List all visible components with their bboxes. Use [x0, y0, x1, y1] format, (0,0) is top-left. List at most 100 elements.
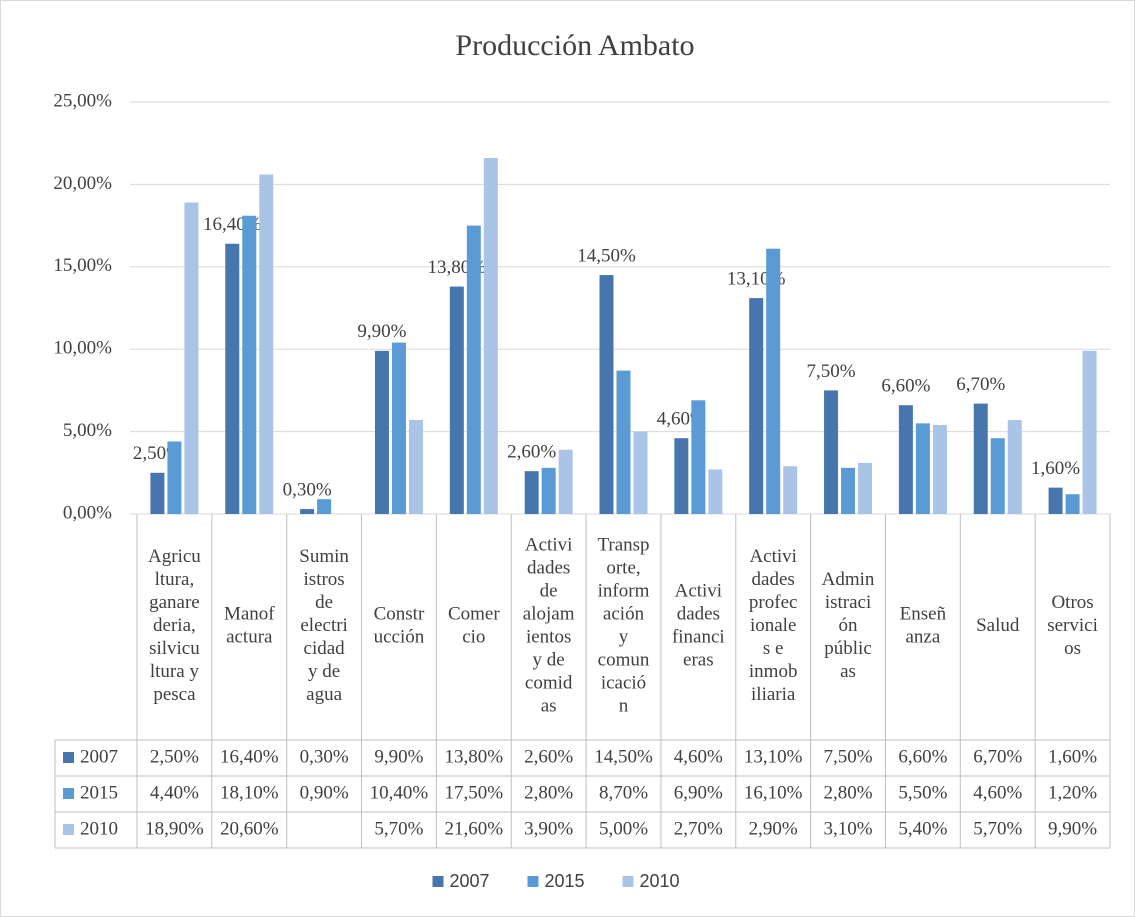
bar — [300, 509, 315, 514]
bar — [708, 469, 723, 514]
table-cell: 0,90% — [300, 782, 349, 803]
table-cell: 20,60% — [220, 818, 279, 839]
table-legend-key — [63, 824, 74, 835]
bar — [408, 420, 423, 514]
x-tick-label: Constr ucción — [374, 604, 425, 648]
legend-key — [432, 876, 444, 887]
table-cell: 13,80% — [445, 746, 504, 767]
x-tick-label: Otros servici os — [1047, 592, 1098, 659]
table-cell: 9,90% — [1048, 818, 1097, 839]
x-tick-label: Activi dades financi eras — [672, 581, 725, 671]
bar — [674, 438, 689, 514]
y-tick-label: 15,00% — [53, 255, 112, 276]
bar — [633, 431, 648, 514]
table-cell: 17,50% — [445, 782, 504, 803]
table-cell: 6,60% — [898, 746, 947, 767]
bar — [259, 174, 274, 514]
bar — [242, 215, 257, 514]
bar — [766, 248, 781, 514]
bar — [150, 472, 165, 514]
table-cell: 1,60% — [1048, 746, 1097, 767]
data-label: 0,30% — [283, 479, 332, 500]
table-cell: 4,40% — [150, 782, 199, 803]
bar — [225, 243, 240, 514]
table-cell: 5,50% — [898, 782, 947, 803]
bar — [184, 202, 199, 514]
table-cell: 4,60% — [674, 746, 723, 767]
bar — [1007, 420, 1022, 514]
bar — [1048, 487, 1063, 514]
bar — [858, 462, 873, 514]
bar — [990, 438, 1005, 514]
table-cell: 2,60% — [524, 746, 573, 767]
bar — [599, 275, 614, 514]
data-label: 14,50% — [577, 245, 636, 266]
x-tick-label: Activi dades de alojam ientos y de comid as — [523, 535, 575, 717]
y-tick-label: 0,00% — [63, 502, 112, 523]
table-series-name: 2010 — [80, 818, 118, 839]
table-cell: 5,00% — [599, 818, 648, 839]
x-tick-label: Salud — [976, 615, 1020, 636]
bar — [449, 286, 464, 514]
bar — [973, 403, 988, 514]
data-label: 1,60% — [1031, 458, 1080, 479]
table-cell: 5,70% — [973, 818, 1022, 839]
x-tick-label: Comer cio — [448, 604, 500, 648]
bar — [374, 350, 389, 514]
table-series-name: 2007 — [80, 746, 118, 767]
y-tick-label: 10,00% — [53, 338, 112, 359]
bar — [932, 425, 947, 514]
table-legend-key — [63, 788, 74, 799]
legend-label: 2010 — [640, 871, 680, 891]
bar — [1065, 494, 1080, 514]
bar — [841, 467, 856, 514]
legend-key — [622, 876, 634, 887]
table-cell: 14,50% — [594, 746, 653, 767]
x-tick-label: Activi dades profec ionale s e inmob iliaria — [749, 546, 798, 705]
legend-label: 2015 — [545, 871, 585, 891]
bar — [483, 158, 498, 515]
table-cell: 1,20% — [1048, 782, 1097, 803]
bar — [898, 405, 913, 514]
table-cell: 18,10% — [220, 782, 279, 803]
table-cell: 9,90% — [374, 746, 423, 767]
x-tick-label: Enseñ anza — [900, 604, 947, 648]
table-cell: 2,50% — [150, 746, 199, 767]
table-cell: 6,70% — [973, 746, 1022, 767]
table-cell: 2,90% — [749, 818, 798, 839]
data-label: 7,50% — [806, 361, 855, 382]
table-cell: 2,80% — [823, 782, 872, 803]
bar — [1082, 350, 1097, 514]
data-label: 6,70% — [956, 374, 1005, 395]
bar — [616, 370, 631, 514]
data-label: 9,90% — [357, 321, 406, 342]
data-label: 2,60% — [507, 442, 556, 463]
bar — [167, 441, 182, 514]
x-tick-label: Admin istraci ón públic as — [822, 569, 875, 682]
table-cell: 7,50% — [823, 746, 872, 767]
table-cell: 2,80% — [524, 782, 573, 803]
bar — [524, 471, 539, 514]
x-tick-label: Manof actura — [224, 604, 275, 648]
table-cell: 3,10% — [823, 818, 872, 839]
table-cell: 0,30% — [300, 746, 349, 767]
bar — [317, 499, 332, 514]
table-cell: 4,60% — [973, 782, 1022, 803]
table-cell: 8,70% — [599, 782, 648, 803]
table-cell: 5,70% — [374, 818, 423, 839]
x-tick-label: Transp orte, inform ación y comun icació n — [597, 535, 649, 717]
bar — [541, 467, 556, 514]
table-series-name: 2015 — [80, 782, 118, 803]
table-cell: 13,10% — [744, 746, 803, 767]
table-cell: 3,90% — [524, 818, 573, 839]
table-cell: 5,40% — [898, 818, 947, 839]
table-cell: 2,70% — [674, 818, 723, 839]
table-cell: 18,90% — [145, 818, 204, 839]
x-tick-label: Agricu ltura, ganare deria, silvicu ltura y pe… — [148, 546, 201, 705]
bar — [915, 423, 930, 514]
bar — [824, 390, 839, 514]
table-cell: 6,90% — [674, 782, 723, 803]
legend-key — [527, 876, 539, 887]
bar — [558, 449, 573, 514]
